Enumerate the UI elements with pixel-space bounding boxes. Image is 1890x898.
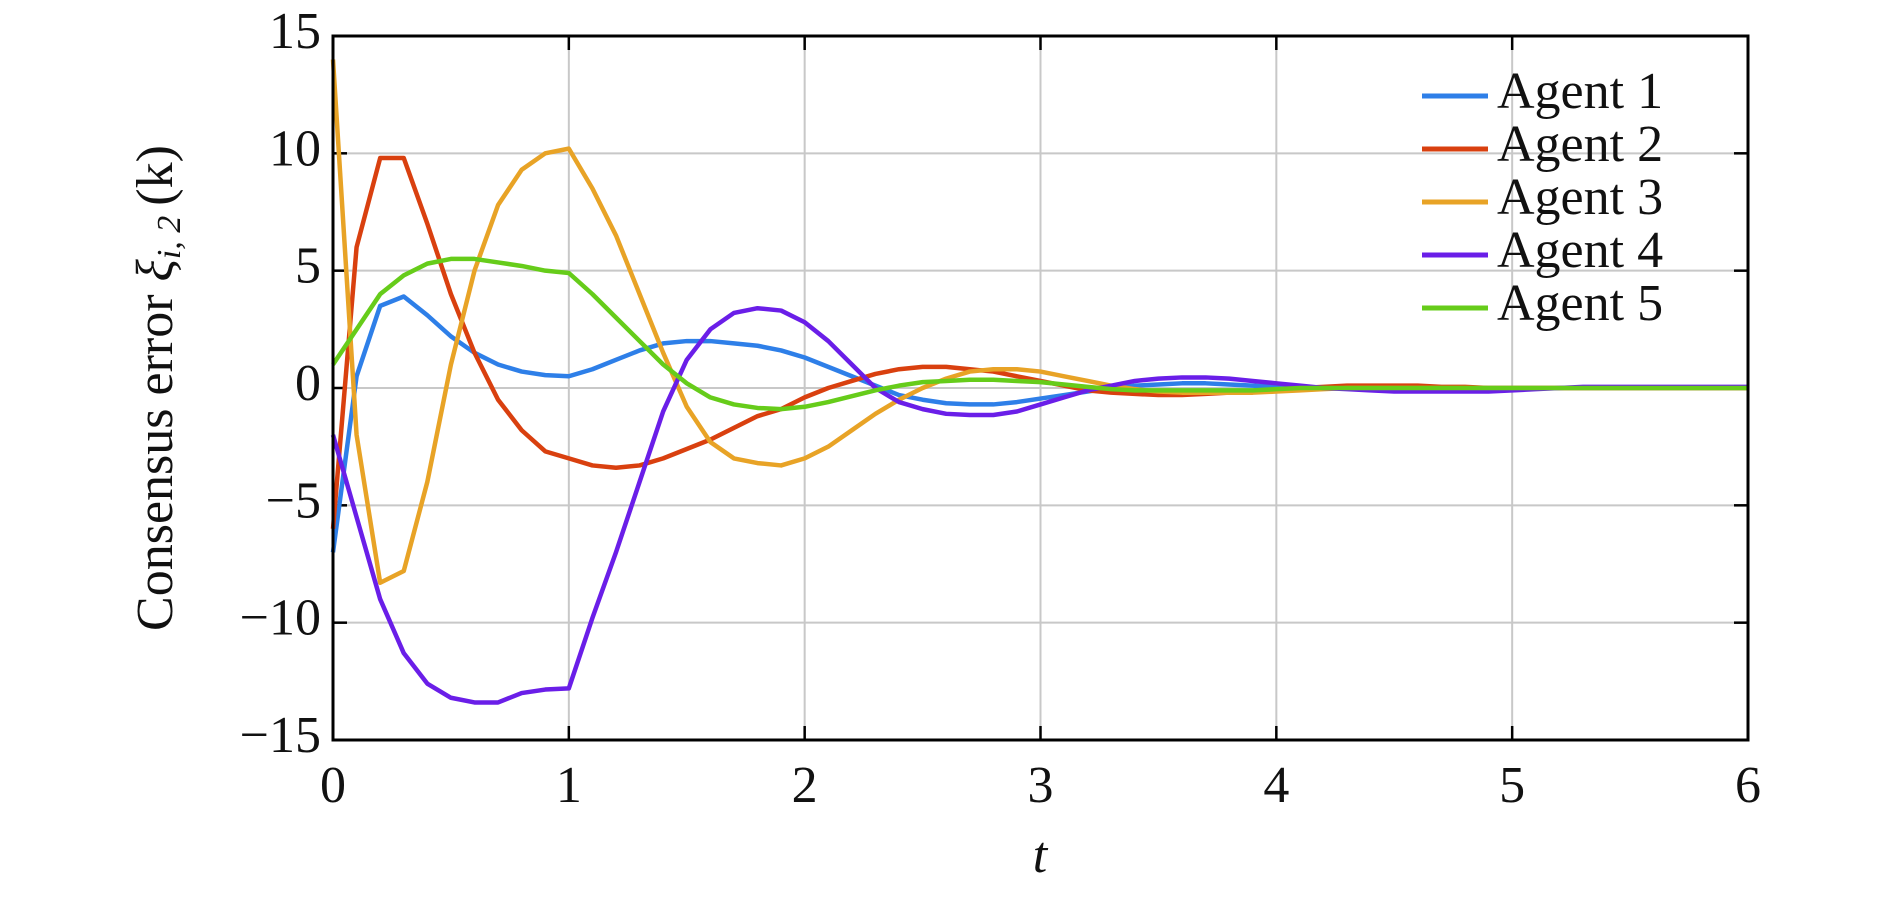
x-tick-label: 6 [1735, 757, 1761, 814]
data-line [331, 256, 1748, 412]
y-tick-label: 15 [269, 3, 321, 60]
legend-label: Agent 3 [1497, 169, 1663, 226]
data-line [330, 305, 1748, 705]
x-tick-label: 5 [1499, 757, 1525, 814]
y-tick-label: −10 [240, 590, 321, 647]
x-tick-label: 0 [320, 757, 346, 814]
y-tick-label: 0 [295, 355, 321, 412]
y-axis-label-subscript: i, 2 [151, 216, 188, 259]
x-tick-label: 3 [1028, 757, 1054, 814]
legend-label: Agent 2 [1497, 116, 1663, 173]
y-tick-label: −5 [266, 472, 321, 529]
y-axis-label-suffix: (k) [127, 145, 184, 206]
y-tick-label: −15 [240, 707, 321, 764]
y-tick-label: 10 [269, 120, 321, 177]
y-axis-label-text: Consensus error [127, 294, 184, 631]
y-axis-label: Consensus error ξi, 2 (k) [127, 145, 188, 631]
legend-label: Agent 5 [1497, 275, 1663, 332]
legend-label: Agent 4 [1497, 222, 1663, 279]
x-tick-label: 1 [556, 757, 582, 814]
x-axis-label: t [1033, 827, 1049, 884]
y-axis-label-symbol: ξ [127, 258, 184, 281]
plot-frame [331, 34, 1750, 742]
x-tick-label: 2 [792, 757, 818, 814]
legend-label: Agent 1 [1497, 63, 1663, 120]
x-tick-label: 4 [1263, 757, 1289, 814]
y-tick-label: 5 [295, 238, 321, 295]
